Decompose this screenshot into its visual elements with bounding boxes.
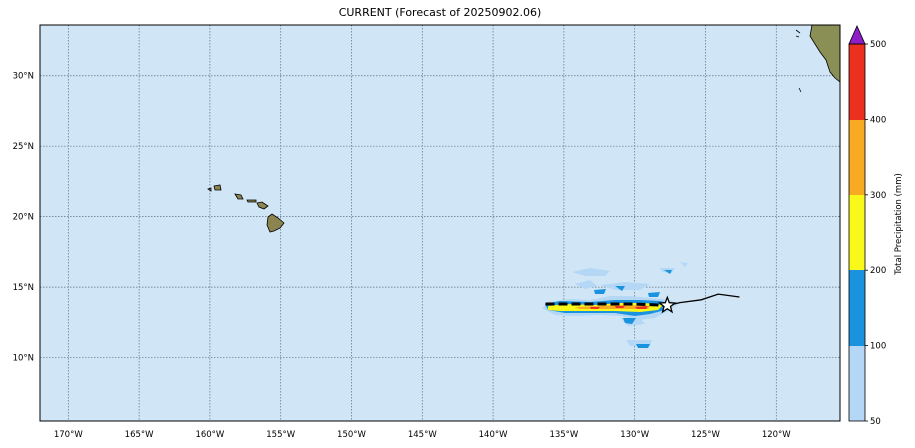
longitude-tick-label: 160°W <box>195 430 224 440</box>
latitude-tick-labels: 10°N 15°N 20°N 25°N 30°N <box>13 72 34 364</box>
storm-track-past <box>667 293 740 307</box>
longitude-tick-label: 170°W <box>54 430 83 440</box>
precip-scatter-east <box>680 262 688 267</box>
oahu-island <box>234 193 244 200</box>
kauai-island <box>213 184 222 191</box>
longitude-tick-labels: 170°W 165°W 160°W 155°W 150°W 145°W 140°W 135°W… <box>54 430 791 440</box>
map-title: CURRENT (Forecast of 20250902.06) <box>338 6 542 19</box>
longitude-tick-label: 145°W <box>408 430 437 440</box>
big-island-hawaii <box>266 213 285 233</box>
colorbar-tick-label: 500 <box>870 40 886 50</box>
niihau-island <box>207 187 212 192</box>
colorbar-400-500 <box>849 44 865 120</box>
map-frame <box>39 24 841 422</box>
longitude-tick-label: 140°W <box>479 430 508 440</box>
channel-island-fragment-2 <box>795 35 800 38</box>
precip-cell-blue-5 <box>664 270 672 274</box>
colorbar-label: Total Precipitation (mm) <box>894 173 904 276</box>
latitude-tick-label: 30°N <box>13 72 34 82</box>
longitude-tick-label: 125°W <box>691 430 720 440</box>
latitude-tick-label: 10°N <box>13 354 34 364</box>
longitude-tick-label: 165°W <box>125 430 154 440</box>
colorbar-300-400 <box>849 120 865 195</box>
ocean-background <box>40 25 840 421</box>
channel-island-fragment <box>795 29 801 34</box>
california-coast-land <box>809 25 840 83</box>
colorbar-tick-label: 400 <box>870 115 886 125</box>
precip-scatter-north-1 <box>572 268 610 276</box>
longitude-tick-label: 120°W <box>762 430 791 440</box>
latitude-tick-label: 20°N <box>13 213 34 223</box>
colorbar-50-100 <box>849 346 865 421</box>
longitude-tick-label: 135°W <box>549 430 578 440</box>
longitude-tick-label: 150°W <box>337 430 366 440</box>
precip-cell-blue-3 <box>623 318 636 324</box>
precip-core-400 <box>590 306 648 309</box>
precip-cell-blue-6 <box>648 292 660 297</box>
storm-track-forecast <box>545 302 668 307</box>
maui-island <box>256 201 269 210</box>
latitude-tick-label: 25°N <box>13 142 34 152</box>
precip-cell-blue-2 <box>615 286 625 291</box>
longitude-tick-label: 130°W <box>620 430 649 440</box>
colorbar-frame <box>848 43 866 422</box>
precip-scatter-north-3 <box>575 280 597 289</box>
longitude-tick-label: 155°W <box>266 430 295 440</box>
colorbar-tick-labels: 50 100 200 300 400 500 <box>865 40 886 427</box>
precip-cell-blue-4 <box>636 344 650 348</box>
storm-track-group <box>545 293 740 314</box>
molokai-island <box>246 199 257 203</box>
colorbar-overflow-triangle <box>848 25 866 45</box>
current-position-star-icon <box>657 295 677 314</box>
baja-island-fragment <box>798 87 802 93</box>
colorbar-tick-label: 300 <box>870 191 886 201</box>
colorbar-tick-label: 200 <box>870 266 886 276</box>
colorbar-200-300 <box>849 195 865 270</box>
latitude-tick-label: 15°N <box>13 283 34 293</box>
colorbar: 50 100 200 300 400 500 Total Precipitation (m… <box>848 25 904 427</box>
land-features <box>207 25 840 233</box>
colorbar-100-200 <box>849 270 865 346</box>
colorbar-tick-label: 50 <box>870 417 881 427</box>
colorbar-tick-label: 100 <box>870 342 886 352</box>
precip-cell-blue-1 <box>594 289 606 294</box>
